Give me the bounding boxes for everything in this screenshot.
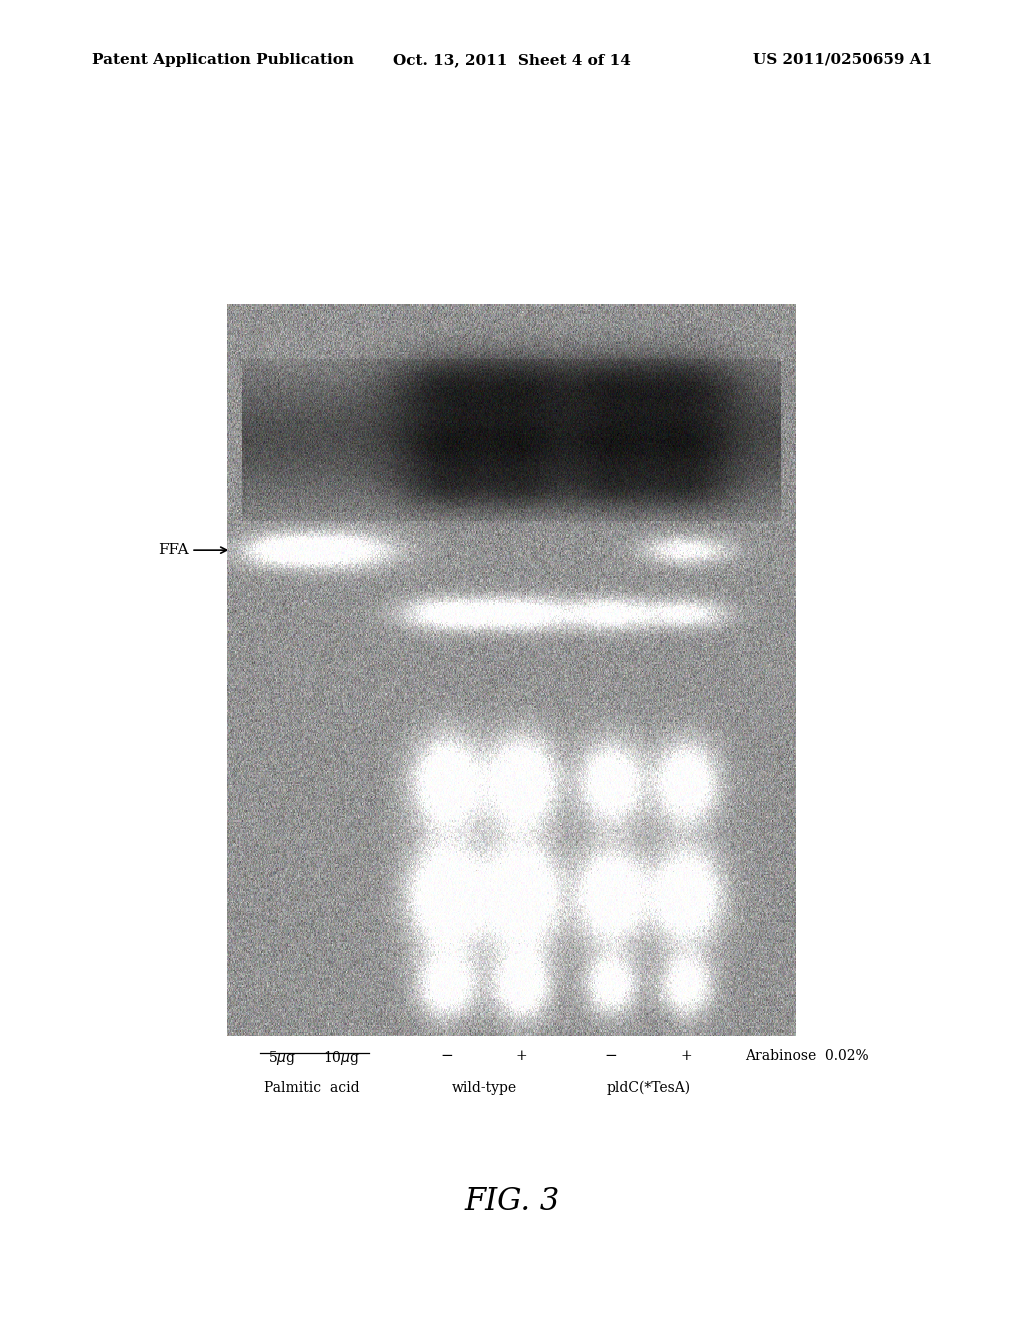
Text: wild-type: wild-type: [452, 1081, 517, 1096]
Text: 5$\mu$g: 5$\mu$g: [268, 1049, 296, 1068]
Text: FIG. 3: FIG. 3: [464, 1185, 560, 1217]
Text: +: +: [516, 1049, 527, 1064]
Text: Oct. 13, 2011  Sheet 4 of 14: Oct. 13, 2011 Sheet 4 of 14: [393, 53, 631, 67]
Text: US 2011/0250659 A1: US 2011/0250659 A1: [753, 53, 932, 67]
Text: Arabinose  0.02%: Arabinose 0.02%: [745, 1049, 869, 1064]
Text: −: −: [440, 1049, 453, 1064]
Text: pldC(*TesA): pldC(*TesA): [606, 1081, 690, 1096]
Text: −: −: [605, 1049, 617, 1064]
Text: Palmitic  acid: Palmitic acid: [264, 1081, 359, 1096]
Text: Patent Application Publication: Patent Application Publication: [92, 53, 354, 67]
Text: 10$\mu$g: 10$\mu$g: [324, 1049, 360, 1068]
Text: FFA: FFA: [158, 543, 226, 557]
Text: +: +: [680, 1049, 692, 1064]
